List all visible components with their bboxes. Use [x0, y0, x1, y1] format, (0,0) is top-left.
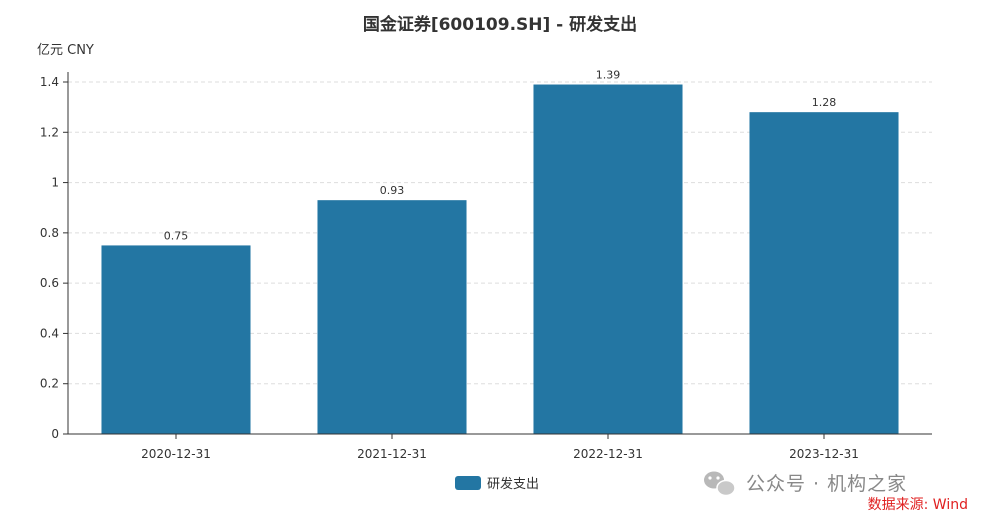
y-tick-label: 1: [51, 176, 59, 190]
y-tick-label: 1.2: [40, 125, 59, 139]
y-tick-label: 0.4: [40, 326, 59, 340]
y-axis-unit-label: 亿元 CNY: [37, 43, 94, 58]
bar[interactable]: [317, 200, 467, 434]
bar-data-label: 1.28: [812, 96, 837, 109]
y-tick-label: 0.2: [40, 377, 59, 391]
x-tick-label: 2023-12-31: [789, 447, 859, 461]
bar[interactable]: [533, 84, 683, 434]
legend-swatch[interactable]: [455, 476, 481, 490]
legend[interactable]: 研发支出: [455, 476, 539, 492]
watermark: 公众号 · 机构之家: [704, 471, 907, 497]
x-tick-label: 2020-12-31: [141, 447, 211, 461]
legend-label[interactable]: 研发支出: [487, 476, 539, 492]
y-tick-label: 1.4: [40, 75, 59, 89]
y-tick-label: 0.8: [40, 226, 59, 240]
source-note: 数据来源: Wind: [868, 497, 968, 513]
x-tick-label: 2021-12-31: [357, 447, 427, 461]
data-labels: 0.75 0.93 1.39 1.28: [164, 69, 837, 243]
watermark-text: 公众号 · 机构之家: [746, 473, 907, 495]
bar[interactable]: [101, 245, 251, 434]
bars: [101, 84, 899, 435]
bar[interactable]: [749, 112, 899, 435]
chart-title: 国金证券[600109.SH] - 研发支出: [363, 14, 637, 35]
bar-data-label: 1.39: [596, 69, 621, 82]
x-tick-label: 2022-12-31: [573, 447, 643, 461]
bar-data-label: 0.93: [380, 184, 405, 197]
y-tick-label: 0: [51, 427, 59, 441]
y-tick-label: 0.6: [40, 276, 59, 290]
bar-data-label: 0.75: [164, 229, 189, 242]
wechat-icon: [704, 471, 736, 497]
axes: 0 0.2 0.4 0.6 0.8 1 1.2 1.4 2020-12-31 2021-12-31…: [40, 72, 932, 461]
